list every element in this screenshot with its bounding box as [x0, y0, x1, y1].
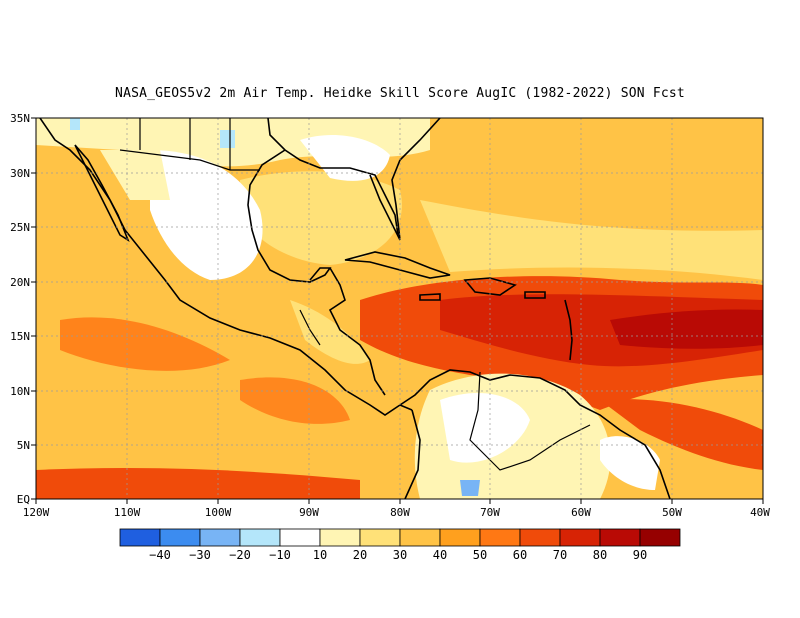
colorbar-label: 30 — [393, 548, 407, 562]
colorbar-label: 50 — [473, 548, 487, 562]
colorbar-label: 20 — [353, 548, 367, 562]
colorbar: −40 −30 −20 −10 10 20 30 40 50 60 70 80 90 — [119, 528, 681, 562]
lon-axis — [35, 499, 764, 504]
colorbar-label: 70 — [553, 548, 567, 562]
lat-tick-label: 35N — [10, 112, 30, 125]
lat-tick-label: 15N — [10, 330, 30, 343]
lon-tick-label: 70W — [480, 506, 500, 519]
colorbar-swatch — [399, 528, 441, 547]
colorbar-swatch — [639, 528, 681, 547]
lon-tick-label: 90W — [299, 506, 319, 519]
lon-tick-label: 60W — [571, 506, 591, 519]
colorbar-swatch — [439, 528, 481, 547]
colorbar-label: 60 — [513, 548, 527, 562]
gridlines — [36, 118, 763, 499]
colorbar-swatch — [199, 528, 241, 547]
lat-axis — [31, 117, 36, 500]
shaded-field — [36, 118, 763, 499]
colorbar-label: 40 — [433, 548, 447, 562]
map-title: NASA_GEOS5v2 2m Air Temp. Heidke Skill S… — [115, 86, 685, 101]
colorbar-label: −30 — [189, 548, 211, 562]
colorbar-label: −20 — [229, 548, 251, 562]
colorbar-label: −40 — [149, 548, 171, 562]
lat-tick-label: 30N — [10, 167, 30, 180]
colorbar-swatch — [479, 528, 521, 547]
coastlines — [39, 118, 671, 499]
colorbar-swatch — [519, 528, 561, 547]
colorbar-swatch — [359, 528, 401, 547]
colorbar-label: 10 — [313, 548, 327, 562]
colorbar-swatch — [319, 528, 361, 547]
colorbar-swatch — [599, 528, 641, 547]
lon-tick-label: 40W — [750, 506, 770, 519]
lon-tick-label: 110W — [114, 506, 141, 519]
lon-tick-label: 100W — [205, 506, 232, 519]
colorbar-label: 90 — [633, 548, 647, 562]
colorbar-label: 80 — [593, 548, 607, 562]
lon-tick-label: 50W — [662, 506, 682, 519]
colorbar-swatch — [279, 528, 321, 547]
lat-tick-label: 5N — [17, 439, 30, 452]
lat-tick-label: EQ — [17, 493, 30, 506]
colorbar-swatch — [559, 528, 601, 547]
lat-tick-label: 10N — [10, 385, 30, 398]
lat-tick-label: 20N — [10, 276, 30, 289]
colorbar-label: −10 — [269, 548, 291, 562]
lon-tick-label: 80W — [390, 506, 410, 519]
colorbar-swatch — [239, 528, 281, 547]
lat-tick-label: 25N — [10, 221, 30, 234]
colorbar-swatch — [159, 528, 201, 547]
lon-tick-label: 120W — [23, 506, 50, 519]
colorbar-swatch — [119, 528, 161, 547]
